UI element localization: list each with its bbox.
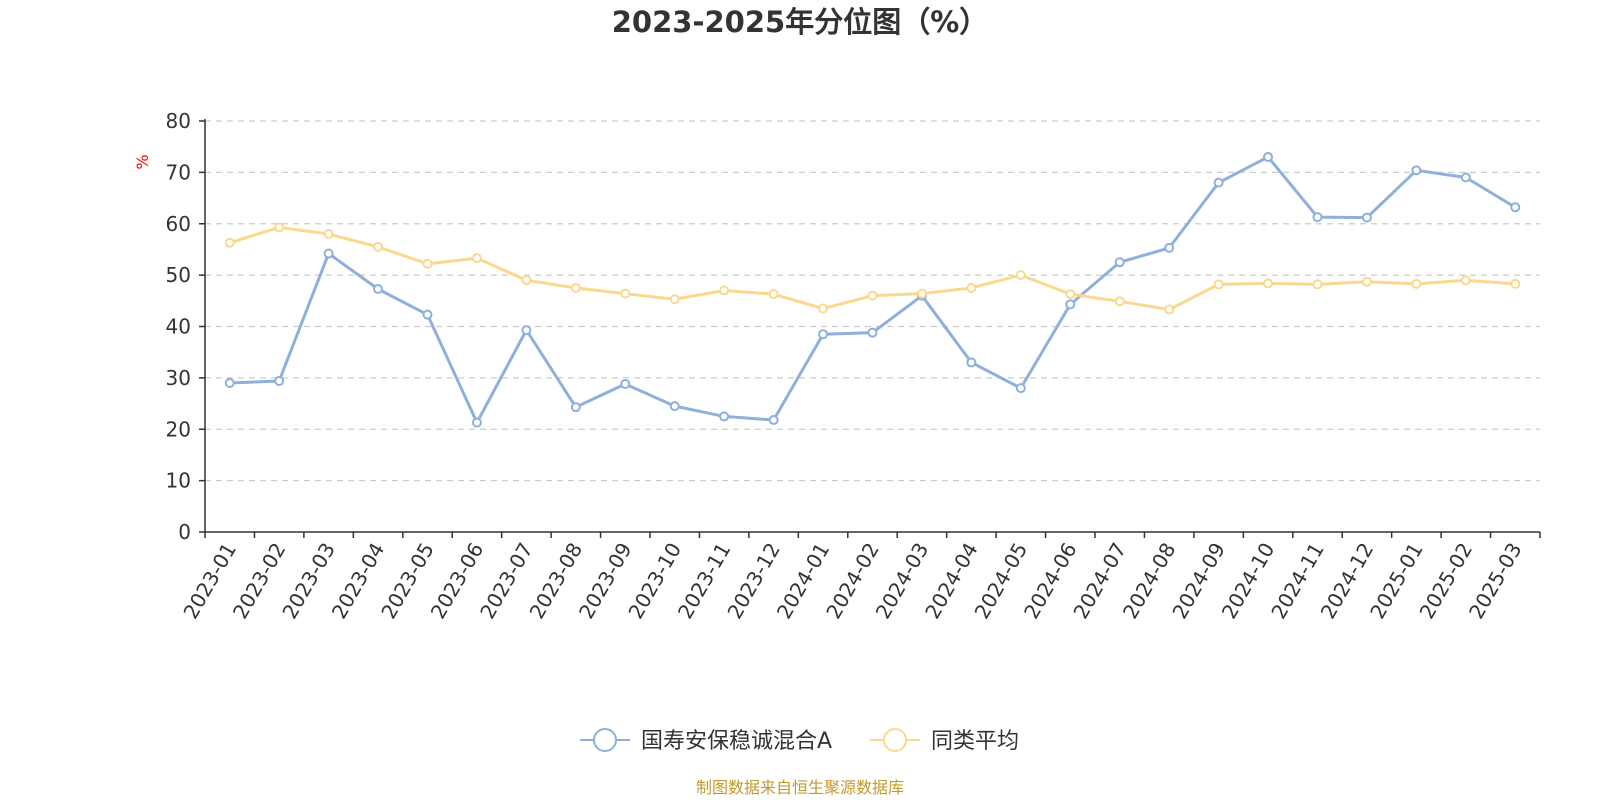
legend-label: 国寿安保稳诚混合A	[641, 729, 832, 754]
data-point[interactable]	[1510, 278, 1521, 289]
y-tick-label: 60	[166, 212, 191, 236]
data-point[interactable]	[323, 248, 334, 259]
data-point[interactable]	[373, 283, 384, 294]
series-line	[229, 155, 1517, 425]
axes: 010203040506070802023-012023-022023-0320…	[166, 109, 1541, 623]
data-point[interactable]	[224, 237, 235, 248]
data-point[interactable]	[1263, 278, 1274, 289]
data-point[interactable]	[768, 415, 779, 426]
data-point[interactable]	[1213, 177, 1224, 188]
data-source-note: 制图数据来自恒生聚源数据库	[696, 778, 904, 797]
legend-item-1[interactable]: 国寿安保稳诚混合A	[580, 728, 832, 754]
data-point[interactable]	[373, 241, 384, 252]
data-point[interactable]	[1065, 299, 1076, 310]
data-point[interactable]	[521, 275, 532, 286]
data-point[interactable]	[570, 282, 581, 293]
data-point[interactable]	[620, 379, 631, 390]
data-point[interactable]	[1361, 212, 1372, 223]
legend-marker-icon	[883, 728, 907, 752]
data-point[interactable]	[719, 411, 730, 422]
data-point[interactable]	[818, 303, 829, 314]
data-point[interactable]	[768, 289, 779, 300]
series-lines	[224, 151, 1521, 428]
y-tick-label: 80	[166, 109, 191, 133]
legend-label: 同类平均	[931, 729, 1019, 754]
data-point[interactable]	[1411, 278, 1422, 289]
data-point[interactable]	[1164, 304, 1175, 315]
data-point[interactable]	[1312, 279, 1323, 290]
data-point[interactable]	[1460, 172, 1471, 183]
series-1	[224, 151, 1521, 428]
data-point[interactable]	[818, 329, 829, 340]
data-point[interactable]	[719, 285, 730, 296]
data-point[interactable]	[1312, 212, 1323, 223]
data-point[interactable]	[1164, 242, 1175, 253]
data-point[interactable]	[669, 401, 680, 412]
data-point[interactable]	[1460, 275, 1471, 286]
grid-lines	[205, 120, 1540, 482]
data-point[interactable]	[570, 402, 581, 413]
legend-item-2[interactable]: 同类平均	[870, 728, 1019, 754]
y-tick-label: 40	[166, 315, 191, 339]
y-tick-label: 70	[166, 160, 191, 184]
data-point[interactable]	[471, 417, 482, 428]
data-point[interactable]	[1065, 289, 1076, 300]
data-point[interactable]	[1015, 270, 1026, 281]
data-point[interactable]	[966, 282, 977, 293]
data-point[interactable]	[1510, 202, 1521, 213]
data-point[interactable]	[1213, 279, 1224, 290]
data-point[interactable]	[1411, 165, 1422, 176]
data-point[interactable]	[1015, 383, 1026, 394]
chart-title: 2023-2025年分位图（%）	[612, 5, 989, 39]
data-point[interactable]	[1361, 276, 1372, 287]
data-point[interactable]	[323, 229, 334, 240]
data-point[interactable]	[867, 290, 878, 301]
data-point[interactable]	[274, 375, 285, 386]
data-point[interactable]	[669, 294, 680, 305]
data-point[interactable]	[1114, 296, 1125, 307]
data-point[interactable]	[422, 309, 433, 320]
legend[interactable]: 国寿安保稳诚混合A 同类平均	[580, 728, 1019, 754]
y-axis-unit-label: %	[133, 154, 152, 169]
data-point[interactable]	[1263, 151, 1274, 162]
data-point[interactable]	[521, 325, 532, 336]
y-tick-label: 0	[178, 520, 191, 544]
series-2	[224, 222, 1521, 315]
data-point[interactable]	[224, 378, 235, 389]
data-point[interactable]	[471, 253, 482, 264]
data-point[interactable]	[867, 327, 878, 338]
data-point[interactable]	[966, 357, 977, 368]
y-tick-label: 30	[166, 366, 191, 390]
y-tick-label: 20	[166, 417, 191, 441]
data-point[interactable]	[274, 222, 285, 233]
data-point[interactable]	[916, 288, 927, 299]
data-point[interactable]	[422, 258, 433, 269]
data-point[interactable]	[1114, 257, 1125, 268]
legend-marker-icon	[593, 728, 617, 752]
y-tick-label: 10	[166, 469, 191, 493]
y-tick-label: 50	[166, 263, 191, 287]
data-point[interactable]	[620, 288, 631, 299]
